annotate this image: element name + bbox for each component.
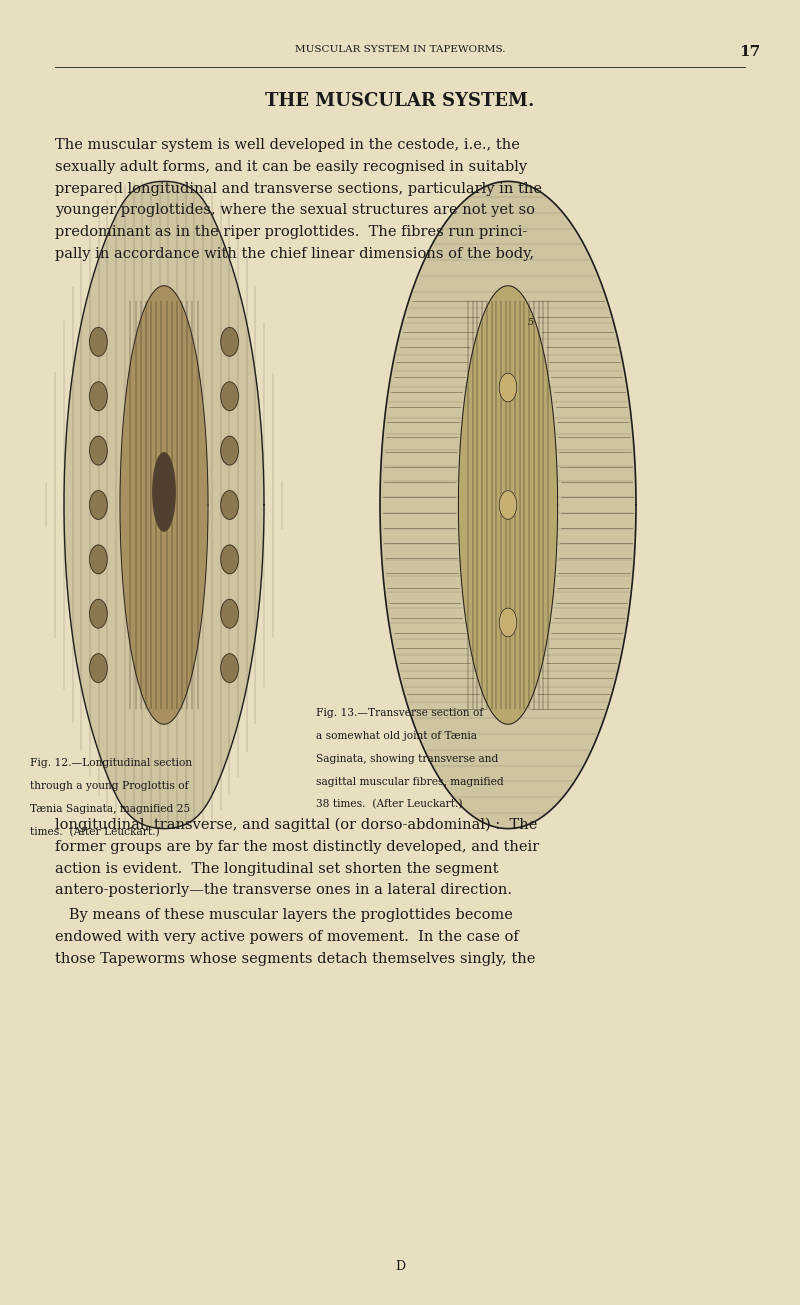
Circle shape	[221, 654, 238, 683]
Circle shape	[90, 436, 107, 465]
Text: THE MUSCULAR SYSTEM.: THE MUSCULAR SYSTEM.	[266, 91, 534, 110]
Text: prepared longitudinal and transverse sections, particularly in the: prepared longitudinal and transverse sec…	[55, 181, 542, 196]
Circle shape	[90, 545, 107, 574]
Ellipse shape	[153, 453, 175, 531]
Polygon shape	[458, 286, 558, 724]
Text: pally in accordance with the chief linear dimensions of the body,: pally in accordance with the chief linea…	[55, 247, 534, 261]
Text: 38 times.  (After Leuckart.): 38 times. (After Leuckart.)	[316, 800, 462, 809]
Text: Fig. 12.—Longitudinal section: Fig. 12.—Longitudinal section	[30, 758, 193, 769]
Circle shape	[90, 491, 107, 519]
Text: predominant as in the riper proglottides.  The fibres run princi-: predominant as in the riper proglottides…	[55, 226, 527, 239]
Circle shape	[221, 545, 238, 574]
Circle shape	[221, 436, 238, 465]
Text: The muscular system is well developed in the cestode, i.e., the: The muscular system is well developed in…	[55, 138, 520, 151]
Text: antero-posteriorly—the transverse ones in a lateral direction.: antero-posteriorly—the transverse ones i…	[55, 883, 512, 898]
Circle shape	[90, 328, 107, 356]
Polygon shape	[64, 181, 264, 829]
Circle shape	[221, 382, 238, 411]
Circle shape	[221, 599, 238, 628]
Text: Tænia Saginata, magnified 25: Tænia Saginata, magnified 25	[30, 804, 190, 814]
Text: a somewhat old joint of Tænia: a somewhat old joint of Tænia	[316, 731, 477, 741]
Circle shape	[90, 599, 107, 628]
Text: MUSCULAR SYSTEM IN TAPEWORMS.: MUSCULAR SYSTEM IN TAPEWORMS.	[294, 44, 506, 54]
Text: through a young Proglottis of: through a young Proglottis of	[30, 780, 189, 791]
Text: younger proglottides, where the sexual structures are not yet so: younger proglottides, where the sexual s…	[55, 204, 535, 218]
Text: former groups are by far the most distinctly developed, and their: former groups are by far the most distin…	[55, 840, 539, 853]
Circle shape	[499, 373, 517, 402]
Text: By means of these muscular layers the proglottides become: By means of these muscular layers the pr…	[55, 908, 513, 923]
Circle shape	[221, 491, 238, 519]
Circle shape	[90, 654, 107, 683]
Text: sagittal muscular fibres, magnified: sagittal muscular fibres, magnified	[316, 776, 504, 787]
Text: Saginata, showing transverse and: Saginata, showing transverse and	[316, 754, 498, 763]
Text: longitudinal, transverse, and sagittal (or dorso-abdominal) :  The: longitudinal, transverse, and sagittal (…	[55, 818, 538, 833]
Text: those Tapeworms whose segments detach themselves singly, the: those Tapeworms whose segments detach th…	[55, 951, 535, 966]
Text: action is evident.  The longitudinal set shorten the segment: action is evident. The longitudinal set …	[55, 861, 498, 876]
Text: sexually adult forms, and it can be easily recognised in suitably: sexually adult forms, and it can be easi…	[55, 159, 527, 174]
Circle shape	[90, 382, 107, 411]
Text: Fig. 13.—Transverse section of: Fig. 13.—Transverse section of	[316, 709, 483, 718]
Text: endowed with very active powers of movement.  In the case of: endowed with very active powers of movem…	[55, 929, 519, 944]
Circle shape	[221, 328, 238, 356]
Circle shape	[499, 491, 517, 519]
Text: 5: 5	[528, 318, 534, 328]
Text: times.  (After Leuckart.): times. (After Leuckart.)	[30, 826, 160, 837]
Polygon shape	[120, 286, 208, 724]
Polygon shape	[380, 181, 636, 829]
Circle shape	[499, 608, 517, 637]
Text: 17: 17	[739, 44, 761, 59]
Text: D: D	[395, 1261, 405, 1272]
